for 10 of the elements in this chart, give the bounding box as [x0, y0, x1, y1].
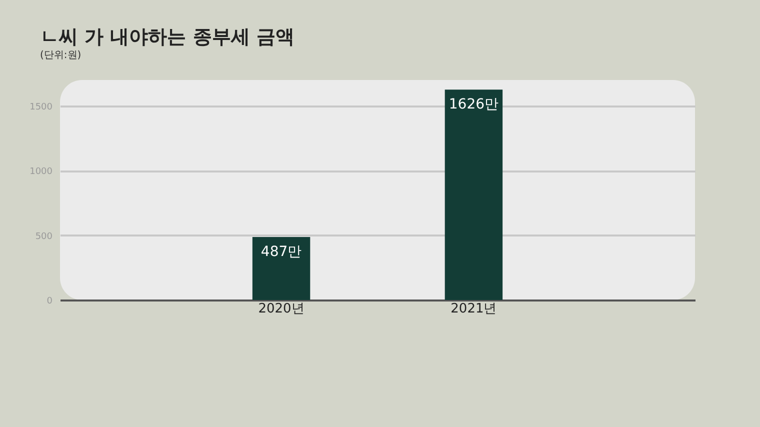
chart-subtitle: (단위:원)	[40, 50, 82, 61]
y-tick-label: 1000	[30, 167, 53, 178]
y-tick-label: 0	[46, 296, 53, 306]
x-tick-label: 2020년	[258, 302, 304, 316]
y-tick-label: 1500	[30, 102, 53, 112]
data-label: 487만	[260, 244, 302, 260]
y-tick-label: 500	[35, 232, 53, 242]
data-label: 1626만	[448, 96, 499, 113]
chart-title: ㄴ씨 가 내야하는 종부세 금액	[40, 26, 294, 48]
x-tick-label: 2021년	[450, 302, 497, 316]
